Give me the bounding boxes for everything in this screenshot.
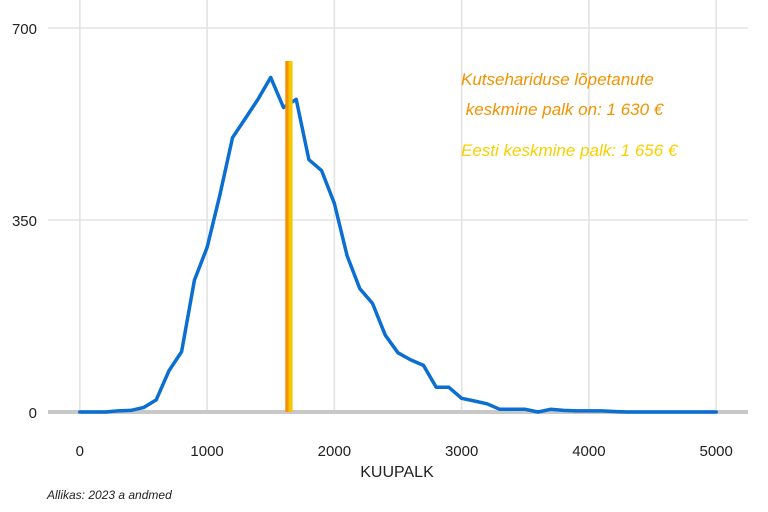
series-group	[78, 75, 718, 414]
y-tick-label: 350	[12, 213, 37, 230]
annotation-text: Kutsehariduse lõpetanute	[461, 70, 654, 89]
reference-lines	[285, 61, 293, 412]
x-tick-label: 1000	[190, 443, 223, 460]
x-tick-label: 2000	[318, 443, 351, 460]
y-tick-label: 0	[29, 405, 37, 422]
annotation-text: Eesti keskmine palk: 1 656 €	[461, 141, 679, 160]
series-line	[78, 75, 718, 414]
annotations: Kutsehariduse lõpetanute keskmine palk o…	[461, 70, 679, 160]
annotation-text: keskmine palk on: 1 630 €	[461, 100, 665, 119]
x-tick-label: 3000	[445, 443, 478, 460]
tick-labels: 0 1000 2000 3000 4000 5000 0 350 700	[12, 21, 733, 460]
source-note: Allikas: 2023 a andmed	[46, 488, 172, 502]
grid-lines	[48, 0, 748, 412]
y-tick-label: 700	[12, 21, 37, 38]
x-tick-label: 0	[76, 443, 84, 460]
x-tick-label: 5000	[699, 443, 732, 460]
x-axis-title: KUUPALK	[360, 464, 434, 481]
x-tick-label: 4000	[572, 443, 605, 460]
